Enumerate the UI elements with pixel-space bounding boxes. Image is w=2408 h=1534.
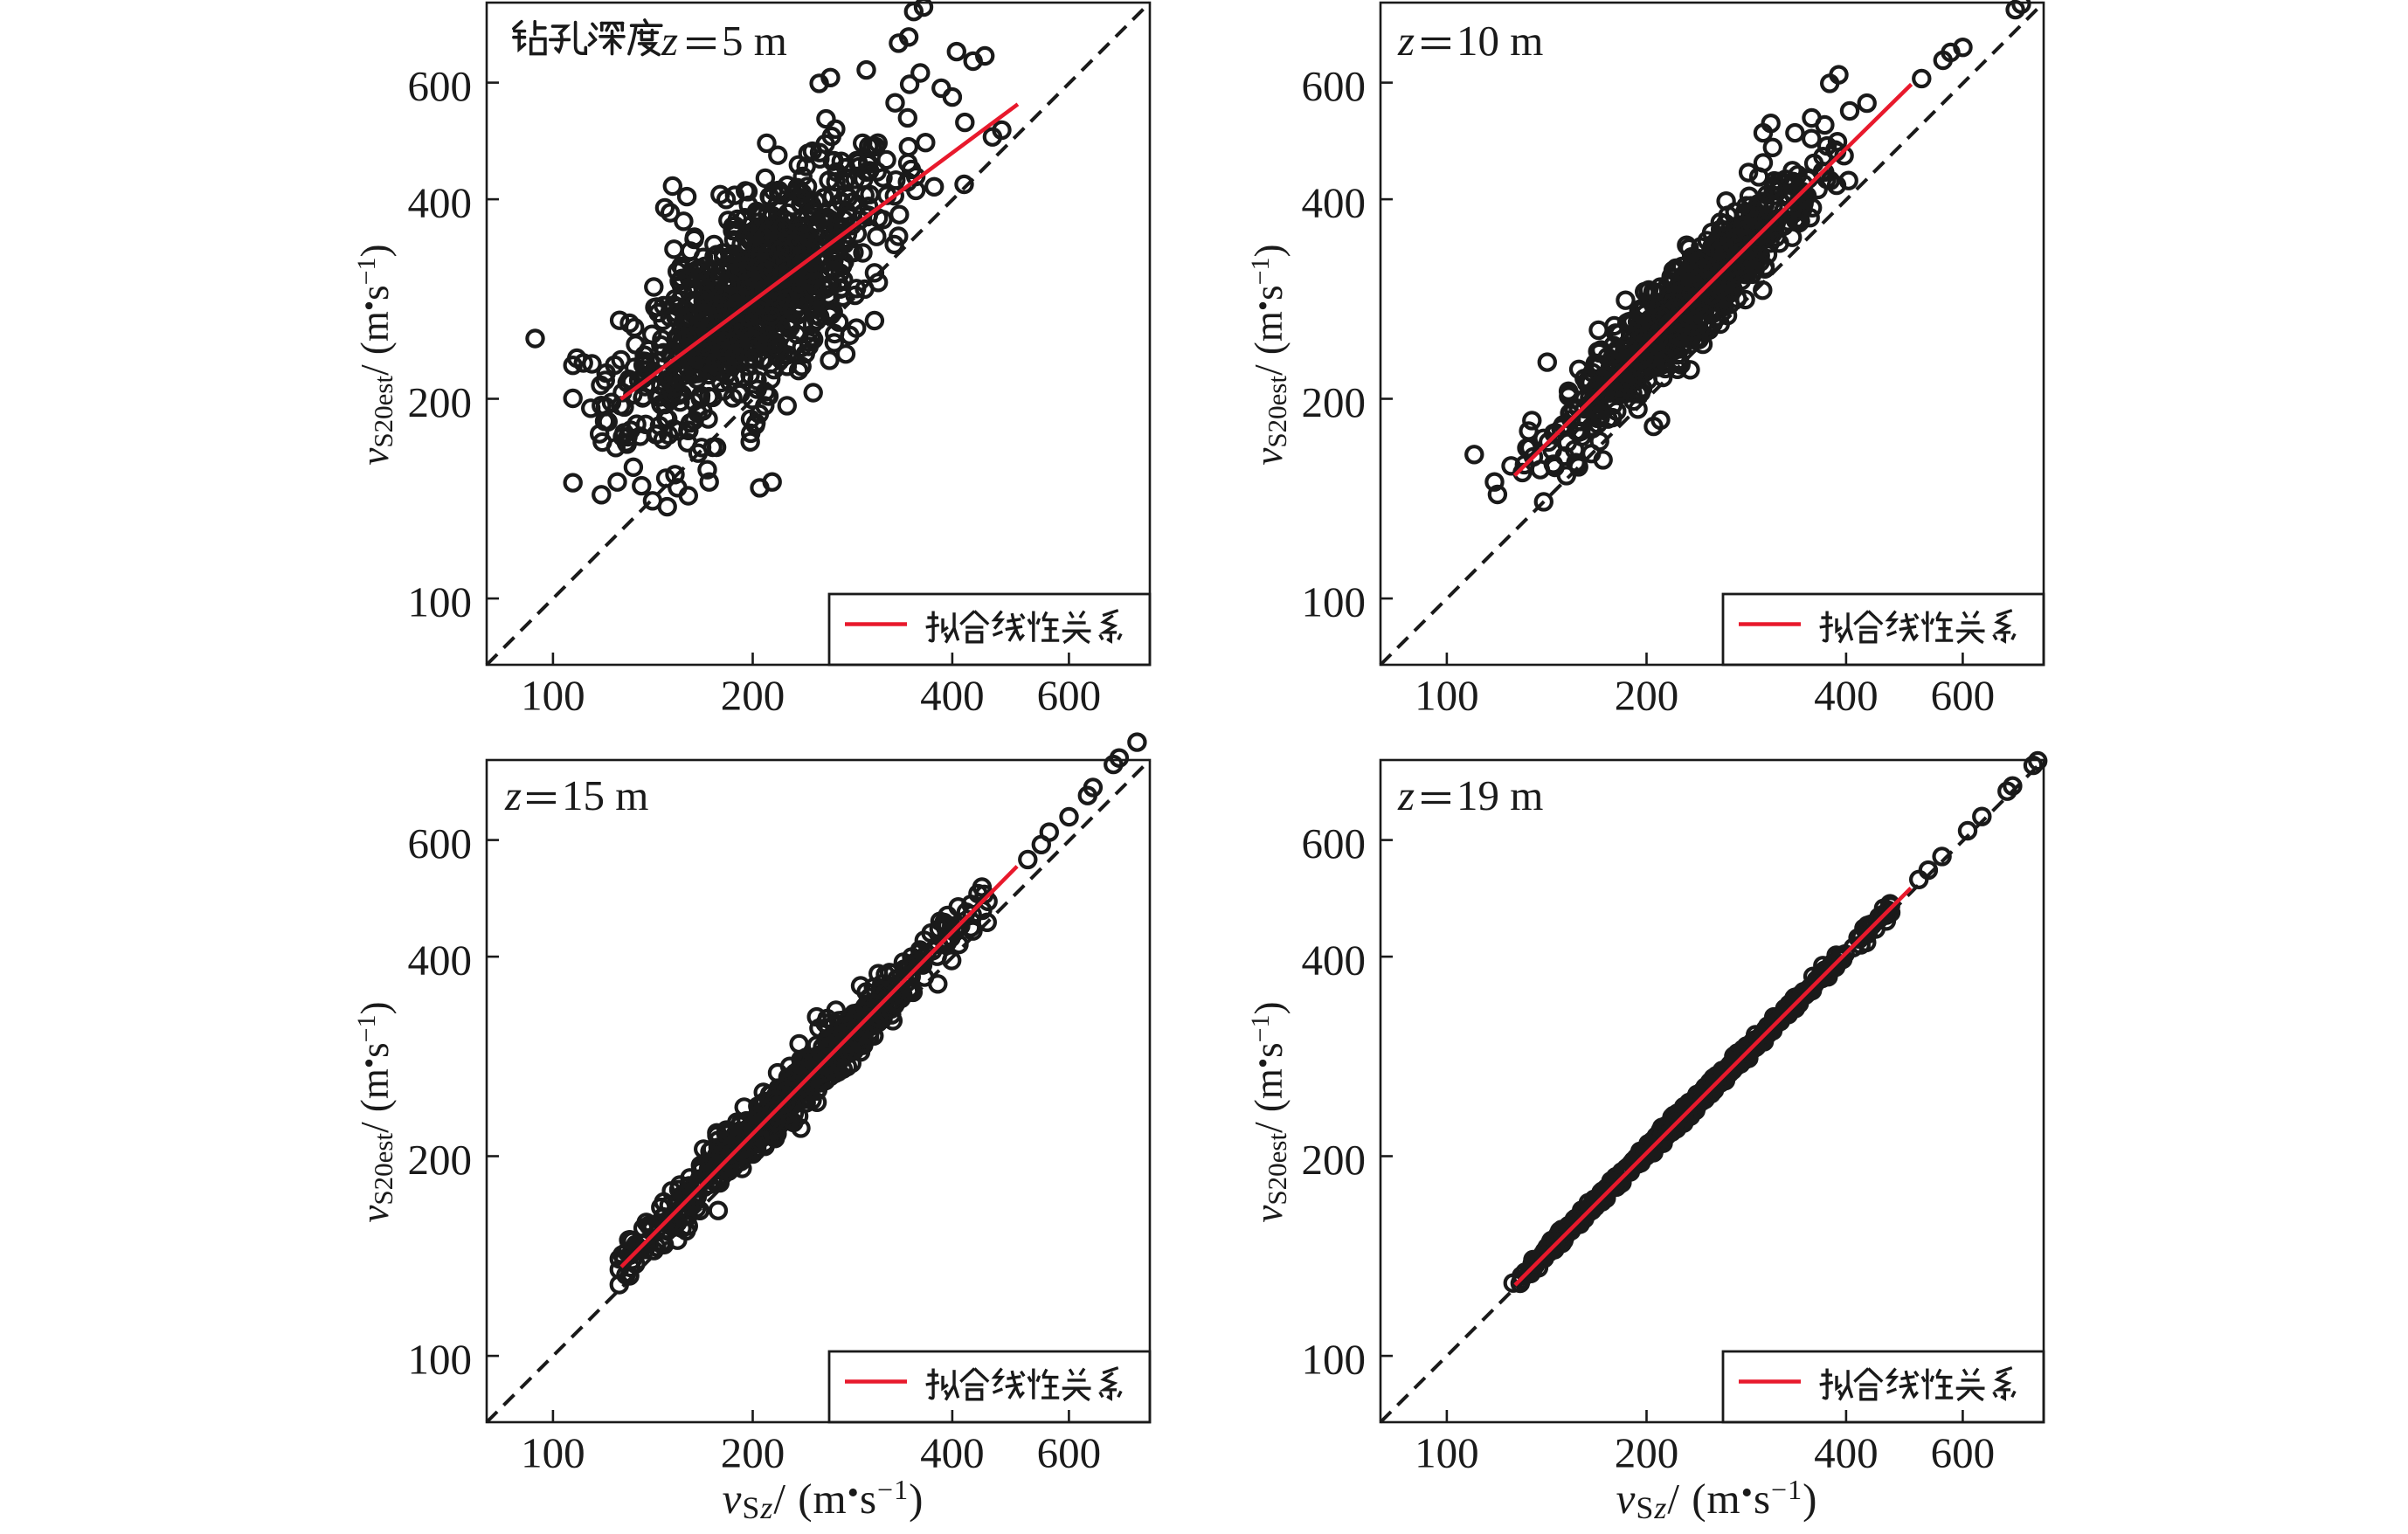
- svg-text:z: z: [661, 17, 678, 65]
- svg-text:5 m: 5 m: [722, 17, 787, 65]
- svg-text:15 m: 15 m: [562, 771, 648, 819]
- svg-text:vSz/ (m•s−1): vSz/ (m•s−1): [1616, 1474, 1818, 1525]
- svg-text:19 m: 19 m: [1457, 771, 1543, 819]
- svg-text:vSz/ (m•s−1): vSz/ (m•s−1): [723, 1474, 924, 1525]
- svg-text:z: z: [1397, 771, 1415, 819]
- svg-text:z: z: [1397, 17, 1415, 65]
- svg-text:10 m: 10 m: [1457, 17, 1543, 65]
- svg-text:z: z: [504, 771, 522, 819]
